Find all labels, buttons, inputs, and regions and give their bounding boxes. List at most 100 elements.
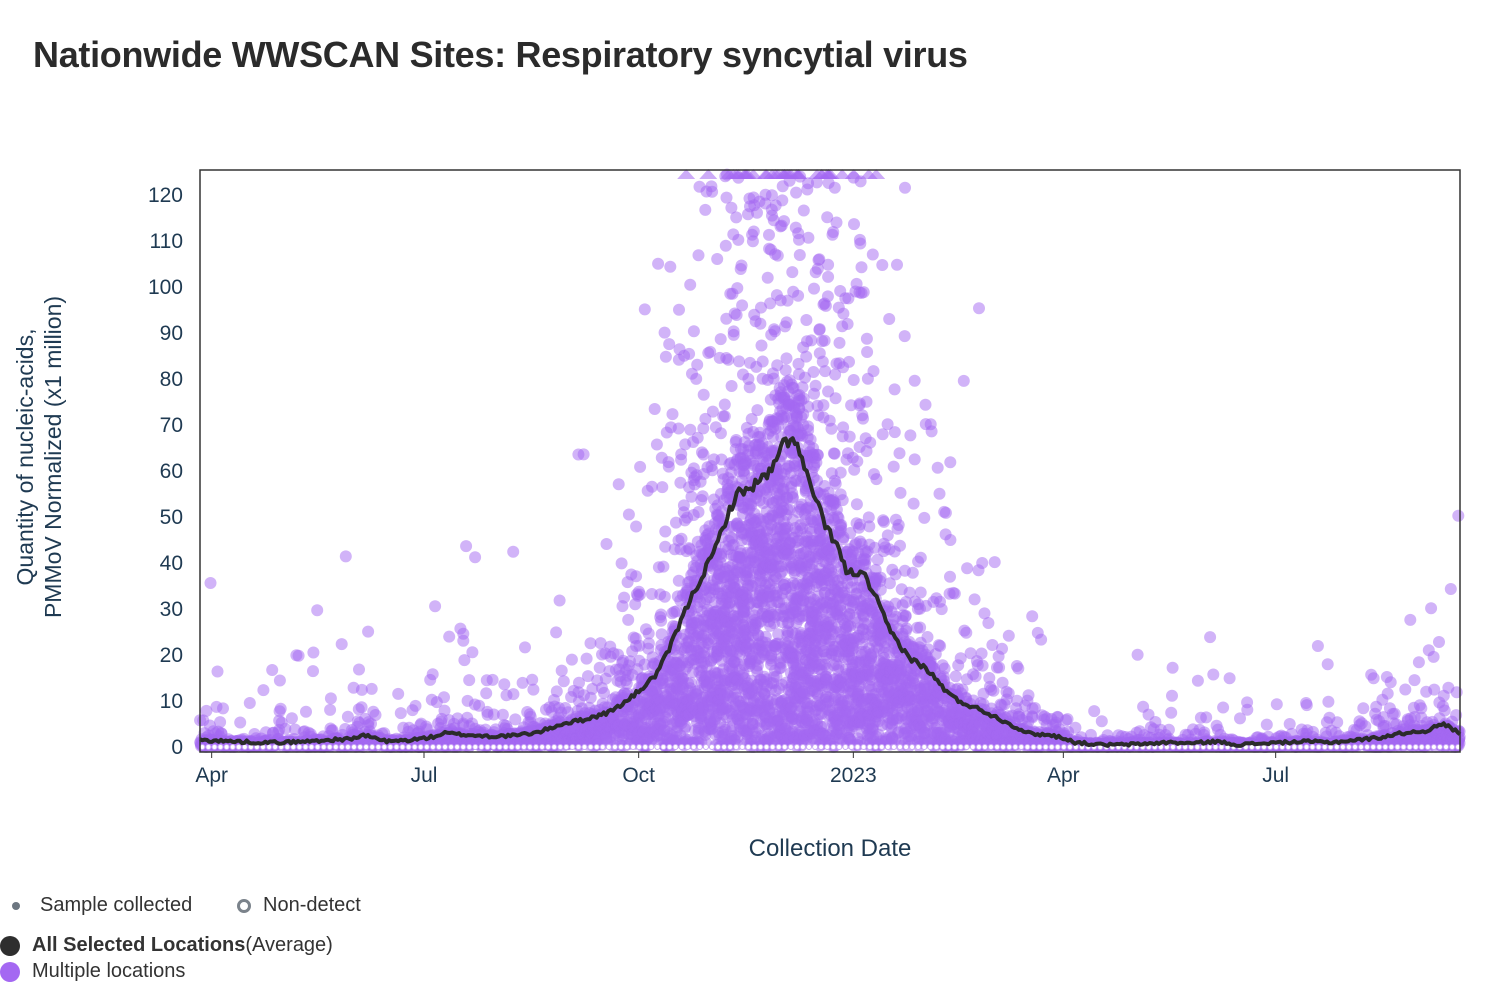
sample-point[interactable] (848, 218, 860, 231)
sample-point[interactable] (679, 720, 692, 733)
sample-point[interactable] (457, 634, 470, 647)
sample-point[interactable] (735, 259, 748, 272)
sample-point[interactable] (772, 628, 785, 641)
sample-point[interactable] (755, 339, 768, 352)
sample-point[interactable] (854, 237, 867, 250)
sample-point[interactable] (900, 622, 913, 635)
sample-point[interactable] (866, 248, 879, 261)
sample-point[interactable] (460, 540, 473, 553)
sample-point[interactable] (763, 228, 775, 241)
sample-point[interactable] (769, 325, 781, 338)
sample-point[interactable] (704, 345, 717, 358)
sample-point[interactable] (833, 336, 846, 349)
sample-point[interactable] (919, 398, 932, 411)
sample-point[interactable] (818, 334, 831, 347)
sample-point[interactable] (944, 570, 956, 583)
sample-point[interactable] (863, 520, 876, 533)
sample-point[interactable] (697, 422, 710, 435)
sample-point[interactable] (776, 194, 789, 207)
sample-point[interactable] (888, 426, 901, 439)
sample-point[interactable] (718, 410, 731, 423)
sample-point[interactable] (507, 545, 520, 558)
sample-point[interactable] (598, 686, 610, 699)
sample-point[interactable] (622, 508, 635, 521)
sample-point[interactable] (600, 538, 613, 550)
sample-point[interactable] (394, 707, 407, 720)
sample-point[interactable] (266, 664, 279, 676)
sample-point[interactable] (473, 699, 486, 712)
sample-point[interactable] (426, 668, 439, 681)
sample-point[interactable] (810, 456, 823, 469)
sample-point[interactable] (307, 665, 319, 678)
sample-point[interactable] (324, 703, 337, 716)
sample-point[interactable] (730, 309, 743, 321)
sample-point[interactable] (274, 702, 287, 715)
sample-point[interactable] (365, 682, 378, 695)
sample-point[interactable] (743, 381, 756, 394)
sample-point[interactable] (642, 637, 655, 650)
sample-point[interactable] (496, 708, 509, 721)
sample-point[interactable] (392, 687, 405, 700)
sample-point[interactable] (786, 492, 799, 504)
sample-point[interactable] (650, 438, 663, 451)
sample-point[interactable] (817, 399, 830, 412)
sample-point[interactable] (699, 412, 712, 425)
sample-point[interactable] (690, 372, 703, 385)
sample-point[interactable] (691, 431, 704, 444)
sample-point[interactable] (746, 235, 759, 248)
sample-point[interactable] (458, 654, 471, 667)
sample-point[interactable] (751, 404, 764, 417)
sample-point[interactable] (860, 332, 873, 345)
sample-point[interactable] (719, 239, 732, 252)
sample-point[interactable] (864, 436, 877, 449)
sample-point[interactable] (841, 318, 854, 330)
sample-point[interactable] (672, 422, 685, 435)
sample-point[interactable] (898, 330, 911, 343)
sample-point[interactable] (324, 692, 337, 705)
sample-point[interactable] (957, 374, 970, 387)
sample-point[interactable] (934, 640, 947, 652)
sample-point[interactable] (860, 395, 873, 408)
sample-point[interactable] (774, 661, 787, 674)
sample-point[interactable] (634, 588, 646, 601)
sample-point[interactable] (894, 539, 906, 552)
sample-point[interactable] (638, 303, 651, 316)
sample-point[interactable] (214, 716, 227, 729)
sample-point[interactable] (273, 674, 286, 687)
sample-point[interactable] (573, 676, 585, 689)
sample-point[interactable] (353, 663, 365, 676)
sample-point[interactable] (675, 448, 688, 461)
sample-point[interactable] (908, 453, 921, 466)
sample-point[interactable] (516, 676, 529, 689)
sample-point[interactable] (793, 233, 805, 246)
sample-point[interactable] (486, 673, 499, 686)
sample-point[interactable] (836, 494, 849, 507)
sample-point[interactable] (677, 499, 690, 512)
sample-point[interactable] (761, 271, 774, 284)
sample-point[interactable] (498, 678, 511, 691)
sample-point[interactable] (855, 261, 868, 274)
sample-point[interactable] (883, 313, 896, 325)
sample-point[interactable] (658, 326, 671, 339)
sample-point[interactable] (745, 413, 758, 425)
sample-point[interactable] (948, 587, 961, 600)
sample-point[interactable] (652, 257, 665, 270)
sample-point[interactable] (813, 323, 826, 336)
sample-point[interactable] (577, 448, 590, 461)
sample-point[interactable] (409, 699, 422, 712)
sample-point[interactable] (307, 646, 320, 659)
sample-point[interactable] (960, 626, 973, 639)
sample-point[interactable] (684, 278, 697, 291)
sample-point[interactable] (257, 684, 270, 697)
sample-point[interactable] (341, 710, 354, 723)
sample-point[interactable] (487, 708, 500, 721)
sample-point[interactable] (659, 540, 672, 553)
sample-point[interactable] (796, 381, 809, 394)
sample-point[interactable] (781, 294, 794, 307)
sample-point[interactable] (878, 515, 890, 528)
sample-point[interactable] (553, 594, 566, 607)
sample-point[interactable] (699, 203, 712, 216)
sample-point[interactable] (355, 701, 368, 714)
sample-point[interactable] (822, 270, 835, 283)
sample-point[interactable] (881, 529, 894, 542)
